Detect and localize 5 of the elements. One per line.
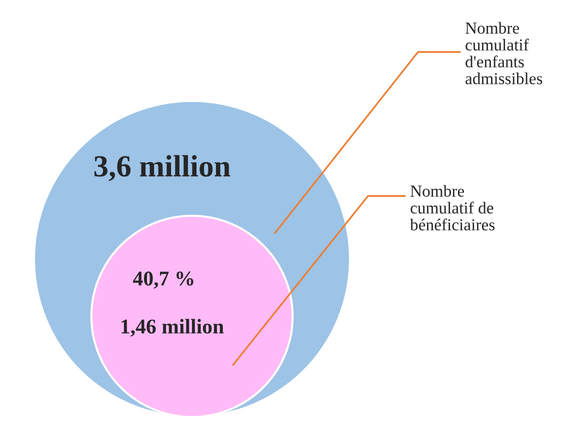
data-label: 1,46 million — [122, 318, 224, 337]
text: 40,7 % — [133, 272, 194, 289]
text: Nombre cumulatif d'enfants admissibles — [465, 22, 542, 84]
text: Nombre cumulatif de bénéficiaires — [410, 185, 495, 230]
data-label: 3,6 million — [94, 155, 230, 182]
